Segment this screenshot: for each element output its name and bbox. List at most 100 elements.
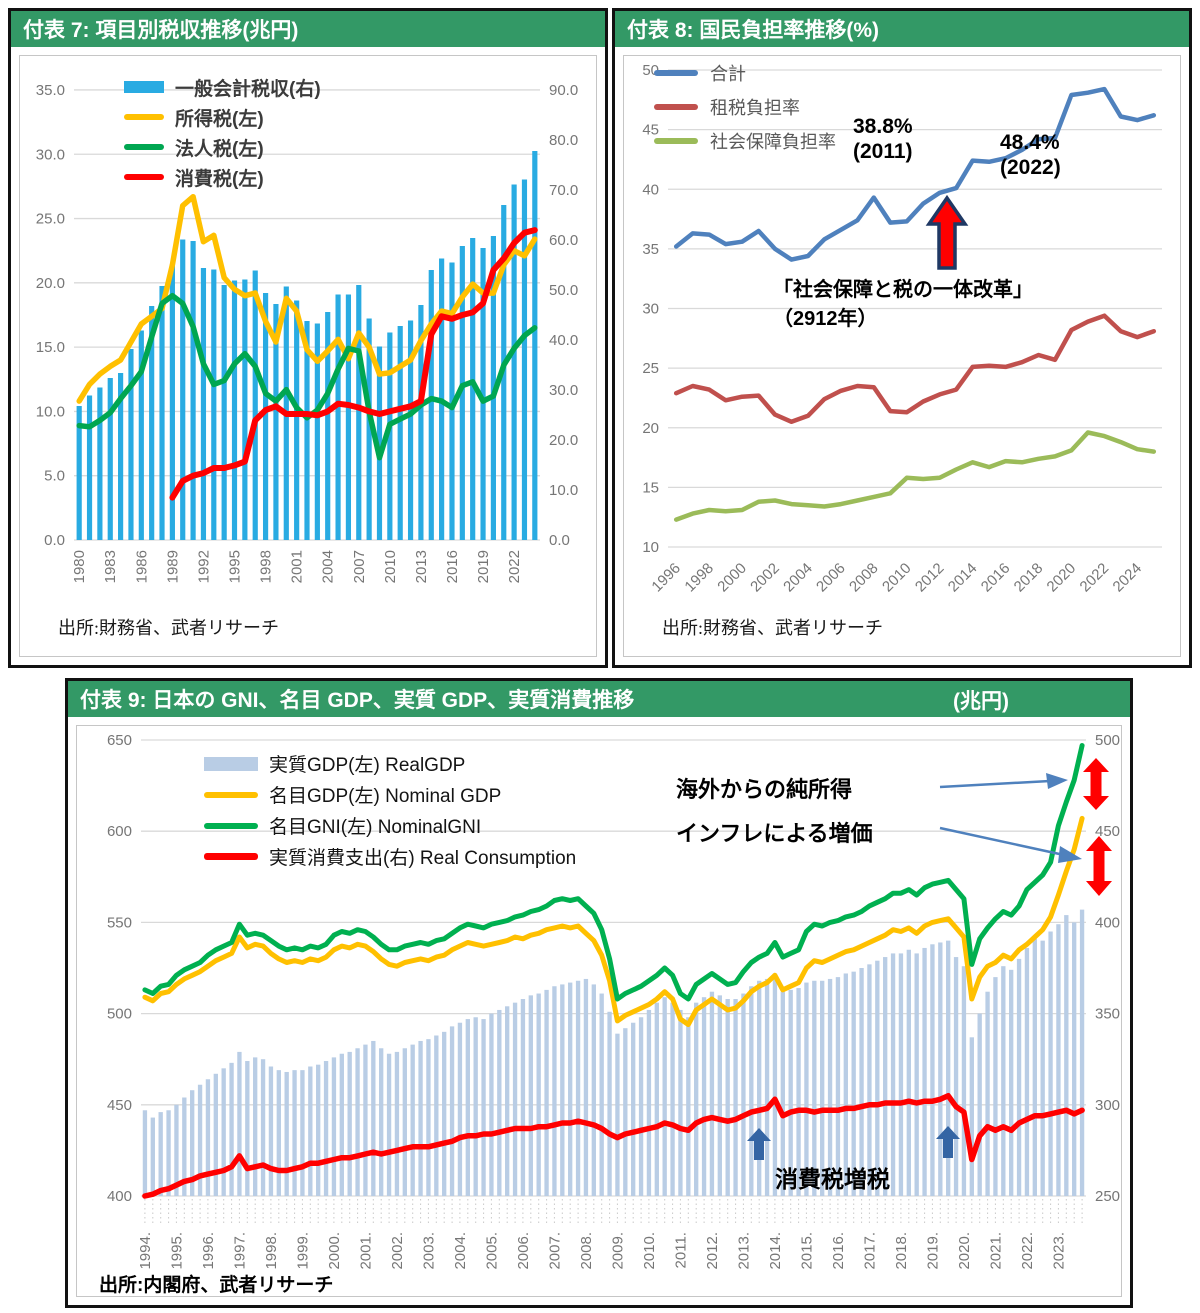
svg-text:550: 550 — [107, 914, 132, 931]
legend-item: 実質消費支出(右) Real Consumption — [204, 841, 576, 872]
legend-label: 消費税(左) — [175, 168, 264, 190]
svg-text:250: 250 — [1095, 1188, 1120, 1205]
svg-text:2004.: 2004. — [452, 1232, 469, 1270]
legend-item: 一般会計税収(右) — [124, 72, 321, 102]
svg-text:2021.: 2021. — [987, 1232, 1004, 1270]
chart7-box: 付表 7: 項目別税収推移(兆円) 0.0 5.0 10.0 15.0 20.0 25.0… — [8, 8, 608, 668]
chart8-box: 付表 8: 国民負担率推移(%) 10 15 20 25 30 35 40 45 50 1996 1… — [612, 8, 1192, 668]
svg-text:2016: 2016 — [444, 550, 461, 583]
svg-text:1996: 1996 — [648, 560, 684, 596]
svg-text:1986: 1986 — [133, 550, 150, 583]
svg-text:60.0: 60.0 — [549, 232, 578, 249]
svg-text:650: 650 — [107, 732, 132, 749]
chart8-legend: 合計 租税負担率 社会保障負担率 — [654, 56, 836, 158]
svg-text:1997.: 1997. — [231, 1232, 248, 1270]
chart9-title: 付表 9: 日本の GNI、名目 GDP、実質 GDP、実質消費推移 — [80, 689, 635, 712]
legend-item: 名目GNI(左) NominalGNI — [204, 810, 576, 841]
chart8-source: 出所:財務省、武者リサーチ — [662, 618, 883, 638]
legend-item: 法人税(左) — [124, 132, 321, 162]
legend-label: 実質消費支出(右) Real Consumption — [269, 848, 577, 869]
chart9-title-unit: (兆円) — [953, 690, 1009, 713]
svg-text:10: 10 — [642, 539, 659, 556]
chart8-panel: 10 15 20 25 30 35 40 45 50 1996 1998 2000 2002 2004 20… — [623, 55, 1181, 657]
legend-item: 合計 — [654, 56, 836, 90]
chart7-plot: 0.0 5.0 10.0 15.0 20.0 25.0 30.0 35.0 0.0 10.0 20.… — [36, 82, 578, 583]
legend-label: 合計 — [710, 64, 746, 84]
line-swatch-icon — [204, 822, 258, 829]
svg-text:20.0: 20.0 — [549, 432, 578, 449]
svg-text:1998: 1998 — [258, 550, 275, 583]
svg-text:30.0: 30.0 — [549, 382, 578, 399]
svg-text:2006.: 2006. — [515, 1232, 532, 1270]
svg-text:2007: 2007 — [351, 550, 368, 583]
svg-text:10.0: 10.0 — [549, 482, 578, 499]
legend-label: 実質GDP(左) RealGDP — [269, 755, 466, 776]
svg-text:1994.: 1994. — [137, 1232, 154, 1270]
svg-text:2003.: 2003. — [420, 1232, 437, 1270]
svg-text:70.0: 70.0 — [549, 182, 578, 199]
svg-text:25: 25 — [642, 360, 659, 377]
chart9-source: 出所:内閣府、武者リサーチ — [99, 1275, 334, 1296]
svg-text:2012: 2012 — [912, 560, 948, 596]
legend-item: 名目GDP(左) Nominal GDP — [204, 779, 576, 810]
legend-label: 一般会計税収(右) — [175, 78, 321, 100]
chart7-title: 付表 7: 項目別税収推移(兆円) — [23, 19, 299, 42]
chart9-box: 付表 9: 日本の GNI、名目 GDP、実質 GDP、実質消費推移 (兆円) … — [65, 678, 1133, 1308]
svg-text:30: 30 — [642, 301, 659, 318]
legend-item: 社会保障負担率 — [654, 124, 836, 158]
svg-text:1992: 1992 — [195, 550, 212, 583]
svg-text:0.0: 0.0 — [549, 532, 570, 549]
svg-text:2012.: 2012. — [704, 1232, 721, 1270]
svg-text:1983: 1983 — [102, 550, 119, 583]
svg-text:35.0: 35.0 — [36, 82, 65, 99]
svg-text:2010: 2010 — [879, 560, 915, 596]
chart9-title-bar: 付表 9: 日本の GNI、名目 GDP、実質 GDP、実質消費推移 (兆円) — [68, 681, 1130, 719]
svg-text:35: 35 — [642, 241, 659, 258]
svg-text:2016.: 2016. — [830, 1232, 847, 1270]
svg-text:600: 600 — [107, 823, 132, 840]
legend-label: 租税負担率 — [710, 98, 800, 118]
legend-item: 消費税(左) — [124, 162, 321, 192]
svg-text:2014: 2014 — [945, 560, 981, 596]
svg-text:400: 400 — [1095, 914, 1120, 931]
svg-text:2013.: 2013. — [735, 1232, 752, 1270]
svg-text:40.0: 40.0 — [549, 332, 578, 349]
svg-text:2010: 2010 — [382, 550, 399, 583]
svg-text:2019.: 2019. — [924, 1232, 941, 1270]
chart7-title-bar: 付表 7: 項目別税収推移(兆円) — [11, 11, 605, 49]
svg-text:5.0: 5.0 — [44, 468, 65, 485]
svg-text:1999.: 1999. — [294, 1232, 311, 1270]
svg-text:2016: 2016 — [978, 560, 1014, 596]
svg-text:20.0: 20.0 — [36, 275, 65, 292]
legend-label: 名目GNI(左) NominalGNI — [269, 817, 482, 838]
svg-text:2019: 2019 — [475, 550, 492, 583]
svg-text:2004: 2004 — [320, 550, 337, 583]
svg-text:2001.: 2001. — [357, 1232, 374, 1270]
legend-label: 社会保障負担率 — [710, 132, 836, 152]
svg-text:30.0: 30.0 — [36, 146, 65, 163]
svg-text:1996.: 1996. — [200, 1232, 217, 1270]
svg-text:450: 450 — [1095, 823, 1120, 840]
line-swatch-icon — [654, 70, 698, 76]
svg-text:300: 300 — [1095, 1097, 1120, 1114]
svg-text:2002.: 2002. — [389, 1232, 406, 1270]
svg-text:2007.: 2007. — [546, 1232, 563, 1270]
svg-text:1980: 1980 — [71, 550, 88, 583]
svg-text:2020.: 2020. — [956, 1232, 973, 1270]
svg-text:2001: 2001 — [289, 550, 306, 583]
svg-text:2015.: 2015. — [798, 1232, 815, 1270]
svg-text:25.0: 25.0 — [36, 211, 65, 228]
bar-swatch-icon — [204, 756, 258, 771]
svg-text:2011.: 2011. — [672, 1232, 689, 1268]
svg-text:2018.: 2018. — [893, 1232, 910, 1270]
chart7-legend: 一般会計税収(右) 所得税(左) 法人税(左) 消費税(左) — [124, 72, 321, 192]
svg-text:500: 500 — [1095, 732, 1120, 749]
bar-swatch-icon — [124, 81, 164, 93]
svg-text:2014.: 2014. — [767, 1232, 784, 1270]
svg-text:15.0: 15.0 — [36, 339, 65, 356]
svg-text:1998: 1998 — [681, 560, 717, 596]
legend-item: 租税負担率 — [654, 90, 836, 124]
svg-text:2006: 2006 — [813, 560, 849, 596]
svg-text:1998.: 1998. — [263, 1232, 280, 1270]
chart7-panel: 0.0 5.0 10.0 15.0 20.0 25.0 30.0 35.0 0.0 10.0 20.… — [19, 55, 597, 657]
